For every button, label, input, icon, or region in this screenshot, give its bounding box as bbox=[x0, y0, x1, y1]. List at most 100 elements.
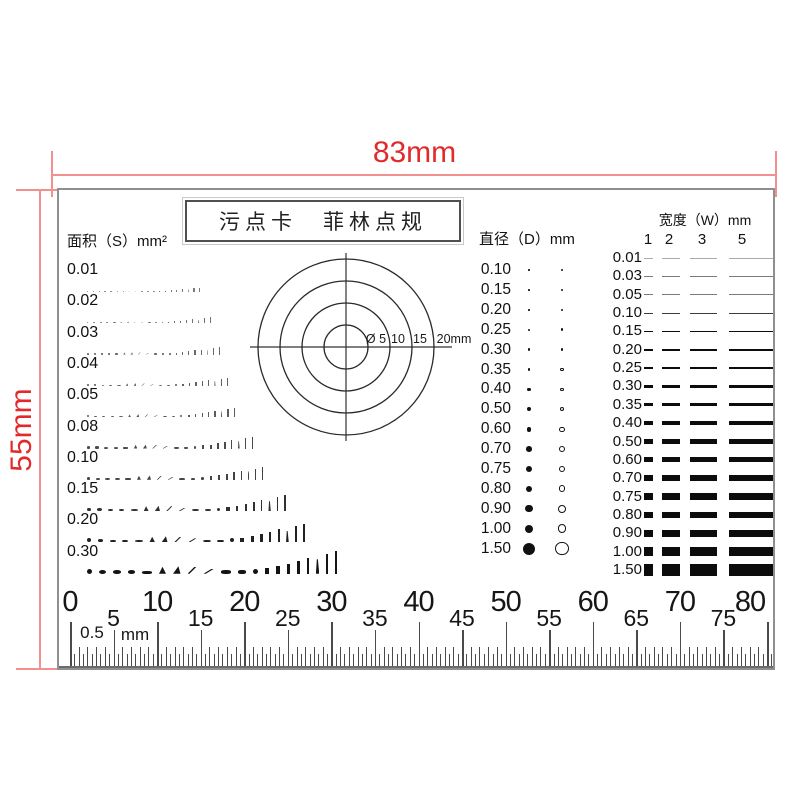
circle-label-20: 20mm bbox=[437, 332, 472, 346]
width-line-segment bbox=[690, 367, 717, 370]
width-line-segment bbox=[690, 275, 717, 277]
ruler-tick bbox=[566, 647, 568, 666]
ruler-tick bbox=[335, 654, 337, 666]
top-dimension-label: 83mm bbox=[372, 136, 457, 169]
ruler-tick bbox=[200, 630, 203, 666]
concentric-circle-20mm bbox=[257, 258, 435, 436]
ruler-tick bbox=[340, 647, 342, 666]
ruler-number-major: 80 bbox=[734, 586, 766, 618]
area-mark bbox=[208, 380, 210, 386]
ruler-number-minor: 45 bbox=[449, 605, 475, 631]
area-mark bbox=[104, 446, 109, 449]
ruler-tick bbox=[431, 654, 433, 666]
area-mark bbox=[93, 322, 95, 324]
area-mark bbox=[205, 508, 211, 512]
ruler-tick bbox=[553, 654, 555, 666]
ruler-tick bbox=[697, 647, 699, 666]
area-mark bbox=[190, 477, 196, 480]
width-row: 0.40 bbox=[59, 414, 773, 432]
ruler-tick bbox=[405, 654, 407, 666]
ruler-tick bbox=[113, 630, 116, 666]
open-circle bbox=[558, 446, 566, 453]
width-line-segment bbox=[644, 457, 653, 463]
ruler-tick bbox=[749, 647, 751, 666]
ruler-tick bbox=[771, 654, 773, 666]
width-row-label: 0.25 bbox=[612, 359, 642, 377]
area-mark bbox=[152, 444, 157, 449]
area-mark bbox=[221, 570, 231, 574]
area-mark bbox=[115, 477, 120, 480]
ring-cell bbox=[547, 348, 577, 351]
area-mark bbox=[87, 476, 90, 480]
area-mark bbox=[201, 381, 203, 386]
ruler-tick bbox=[701, 654, 703, 666]
ruler-number-major: 20 bbox=[229, 586, 260, 618]
ruler-tick bbox=[122, 647, 124, 666]
area-mark bbox=[179, 477, 186, 480]
area-mark bbox=[193, 445, 197, 449]
ruler-tick bbox=[440, 654, 442, 666]
area-mark bbox=[203, 318, 206, 324]
width-line-segment bbox=[729, 475, 773, 482]
open-circle bbox=[560, 387, 564, 392]
filled-dot bbox=[527, 407, 531, 412]
area-marks bbox=[87, 317, 212, 324]
area-mark bbox=[201, 413, 203, 418]
ruler-tick bbox=[714, 647, 716, 666]
area-mark bbox=[284, 494, 286, 512]
area-mark bbox=[306, 557, 309, 574]
area-mark bbox=[141, 383, 145, 386]
ring-cell bbox=[547, 367, 577, 372]
concentric-circle-10mm bbox=[301, 302, 391, 392]
ruler-tick bbox=[257, 654, 259, 666]
ring-cell bbox=[547, 288, 577, 292]
ruler-tick bbox=[636, 630, 638, 666]
width-row: 0.03 bbox=[59, 267, 773, 285]
top-dimension-tick-right bbox=[775, 151, 777, 197]
area-mark bbox=[87, 384, 89, 386]
width-line-segment bbox=[662, 348, 680, 351]
area-mark bbox=[87, 445, 90, 449]
ruler-tick bbox=[627, 647, 629, 666]
area-mark bbox=[113, 570, 121, 574]
ruler-tick bbox=[414, 654, 416, 666]
width-line-segment bbox=[644, 348, 653, 351]
ruler-tick bbox=[457, 654, 459, 666]
title-box: 污点卡 菲林点规 bbox=[182, 197, 464, 245]
ruler-unit-label: mm bbox=[120, 625, 150, 644]
width-line-segment bbox=[690, 529, 717, 537]
ruler-tick bbox=[679, 622, 682, 666]
diameter-row: 0.35 bbox=[459, 360, 579, 380]
ruler-tick bbox=[597, 654, 599, 666]
area-mark bbox=[247, 471, 250, 480]
area-mark bbox=[136, 475, 141, 480]
width-line-segment bbox=[644, 403, 653, 407]
area-mark bbox=[153, 415, 158, 418]
area-mark bbox=[133, 321, 136, 324]
ring-cell bbox=[547, 485, 577, 493]
ruler-tick bbox=[104, 647, 106, 666]
filled-dot bbox=[526, 426, 532, 432]
ruler-tick bbox=[514, 647, 516, 666]
ring-cell bbox=[547, 407, 577, 412]
dot-cell bbox=[511, 348, 547, 351]
ruler-tick bbox=[374, 630, 377, 666]
width-row: 0.90 bbox=[59, 524, 773, 542]
ruler-number-major: 0 bbox=[62, 586, 78, 618]
ruler-tick bbox=[758, 647, 760, 666]
area-mark bbox=[115, 353, 119, 355]
ruler-tick bbox=[174, 647, 176, 666]
area-row: 0.01 bbox=[67, 261, 487, 292]
area-mark bbox=[102, 415, 106, 418]
diameter-row-label: 0.15 bbox=[480, 280, 511, 298]
ring-cell bbox=[547, 524, 577, 534]
area-mark bbox=[194, 414, 197, 418]
dot-cell bbox=[511, 524, 547, 533]
filled-dot bbox=[525, 505, 533, 513]
diameter-row-label: 0.25 bbox=[480, 320, 511, 338]
area-mark bbox=[95, 446, 99, 449]
open-circle bbox=[558, 504, 566, 513]
area-mark bbox=[187, 289, 189, 292]
ruler-tick bbox=[318, 654, 320, 666]
